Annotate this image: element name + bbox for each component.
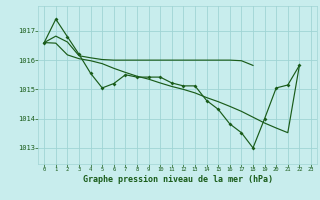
X-axis label: Graphe pression niveau de la mer (hPa): Graphe pression niveau de la mer (hPa) (83, 175, 273, 184)
